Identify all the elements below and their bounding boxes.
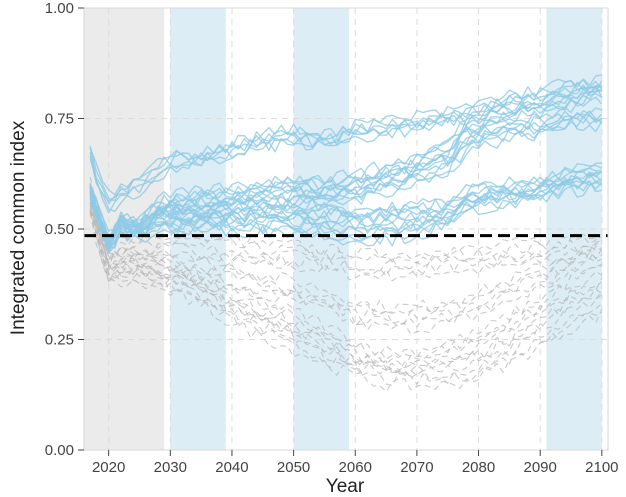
below-threshold-series-line bbox=[89, 208, 603, 379]
above-threshold-series-line bbox=[89, 170, 603, 241]
x-tick-label: 2080 bbox=[462, 459, 495, 476]
below-threshold-series-line bbox=[89, 210, 603, 374]
x-tick-label: 2090 bbox=[524, 459, 557, 476]
below-threshold-series-line bbox=[89, 210, 603, 282]
above-threshold-series-line bbox=[89, 162, 602, 238]
above-threshold-series-line bbox=[89, 80, 603, 239]
below-threshold-series-line bbox=[89, 185, 602, 358]
x-tick-label: 2070 bbox=[400, 459, 433, 476]
above-threshold-series-line bbox=[89, 171, 602, 247]
below-threshold-series-line bbox=[89, 210, 603, 335]
above-threshold-series-line bbox=[89, 74, 602, 196]
below-threshold-series bbox=[89, 176, 603, 393]
below-threshold-series-line bbox=[89, 191, 602, 272]
below-threshold-series-line bbox=[89, 197, 603, 377]
above-threshold-series-line bbox=[89, 80, 603, 205]
above-threshold-series-line bbox=[89, 85, 603, 214]
below-threshold-series-line bbox=[89, 204, 602, 277]
below-threshold-series-line bbox=[89, 206, 603, 369]
above-threshold-series-line bbox=[89, 86, 603, 249]
below-threshold-series-line bbox=[89, 196, 603, 361]
x-tick-label: 2060 bbox=[339, 459, 372, 476]
below-threshold-series-line bbox=[89, 186, 603, 313]
below-threshold-series-line bbox=[89, 189, 603, 264]
above-threshold-series-line bbox=[89, 81, 602, 202]
y-tick-label: 0.25 bbox=[45, 332, 74, 349]
y-tick-label: 0.00 bbox=[45, 442, 74, 459]
below-threshold-series-line bbox=[89, 176, 602, 261]
y-axis-title: Integrated common index bbox=[8, 120, 29, 335]
above-threshold-series-line bbox=[89, 173, 602, 253]
x-tick-label: 2030 bbox=[154, 459, 187, 476]
x-tick-label: 2100 bbox=[585, 459, 618, 476]
y-tick-label: 1.00 bbox=[45, 0, 74, 17]
below-threshold-series-line bbox=[89, 210, 603, 380]
above-threshold-series-line bbox=[89, 163, 603, 243]
below-threshold-series-line bbox=[89, 201, 603, 325]
y-tick-label: 0.50 bbox=[45, 221, 74, 238]
x-tick-label: 2020 bbox=[92, 459, 125, 476]
above-threshold-series bbox=[89, 74, 603, 254]
y-axis-ticks: 0.00 0.25 0.50 0.75 1.00 bbox=[45, 0, 84, 459]
x-tick-label: 2050 bbox=[277, 459, 310, 476]
above-threshold-series-line bbox=[89, 88, 603, 212]
x-tick-label: 2040 bbox=[215, 459, 248, 476]
below-threshold-series-line bbox=[89, 197, 603, 371]
above-threshold-series-line bbox=[89, 114, 603, 240]
y-tick-label: 0.75 bbox=[45, 111, 74, 128]
above-threshold-series-line bbox=[89, 107, 603, 232]
above-threshold-series-line bbox=[89, 110, 603, 241]
x-axis-ticks: 2020 2030 2040 2050 2060 2070 2080 2090 2100 bbox=[92, 450, 619, 476]
x-axis-title: Year bbox=[326, 476, 365, 497]
